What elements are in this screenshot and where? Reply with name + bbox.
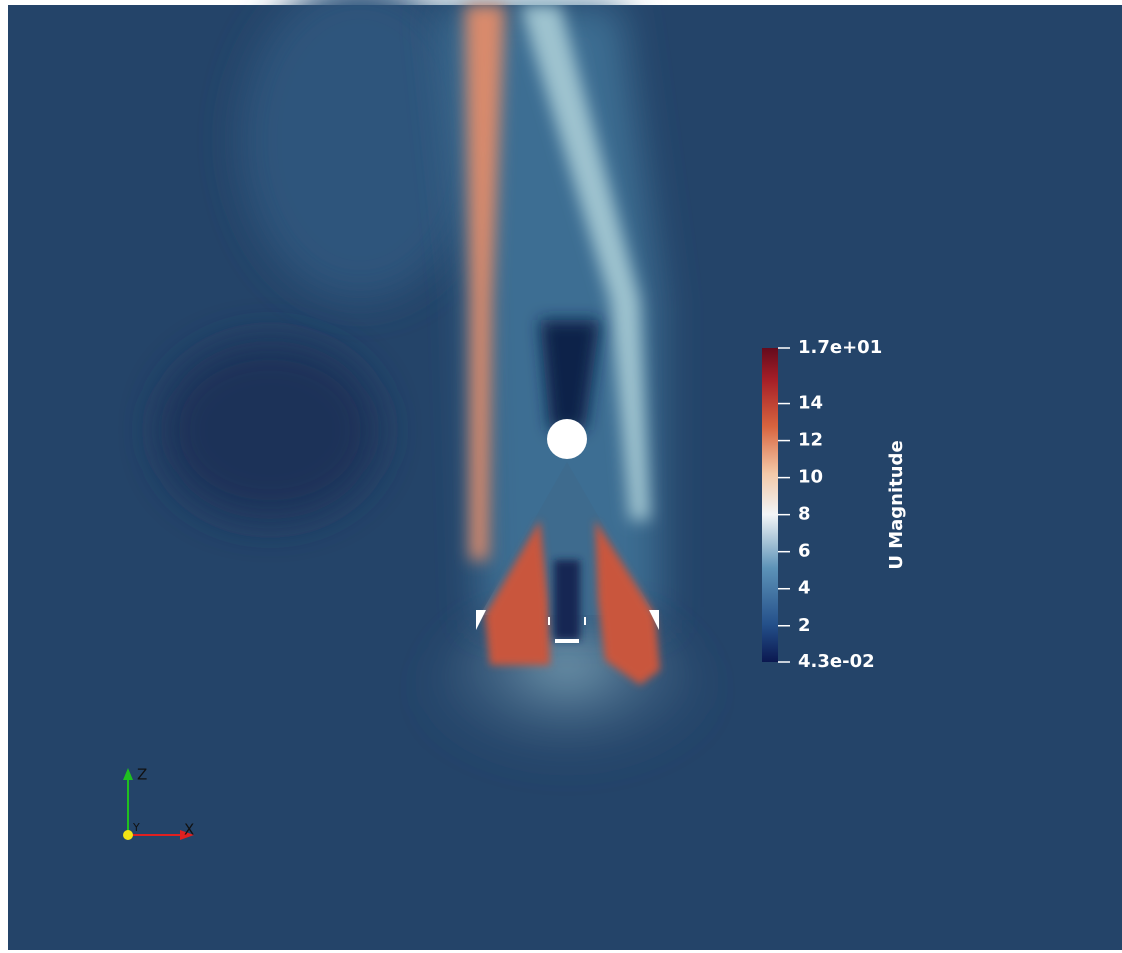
colorbar-tick-label: 4 [798,578,811,599]
low-speed-zone [554,560,580,640]
colorbar-tick-label: 10 [798,467,823,488]
axis-label: Z [137,766,147,784]
y-axis [123,830,133,840]
colorbar-tick-label: 2 [798,615,811,636]
axis-label: X [184,821,194,839]
wall [555,639,579,643]
colorbar-tick-label: 8 [798,504,811,525]
colorbar-title: U Magnitude [886,440,907,569]
colorbar-tick-label: 1.7e+01 [798,337,882,358]
render-view: U Magnitude Z X Y 4.3e-02 1.7e+01 2 4 6 8 10 12… [0,0,1122,953]
colorbar-tick-label: 6 [798,541,811,562]
wall [584,617,586,625]
colorbar-tick-label: 14 [798,393,823,414]
wall [548,617,550,625]
axis-label: Y [132,821,140,834]
field-shading [160,340,380,520]
colorbar-tick-label: 4.3e-02 [798,651,875,672]
colorbar-tick-label: 12 [798,430,823,451]
colorbar [762,348,778,662]
cylinder [547,419,587,459]
